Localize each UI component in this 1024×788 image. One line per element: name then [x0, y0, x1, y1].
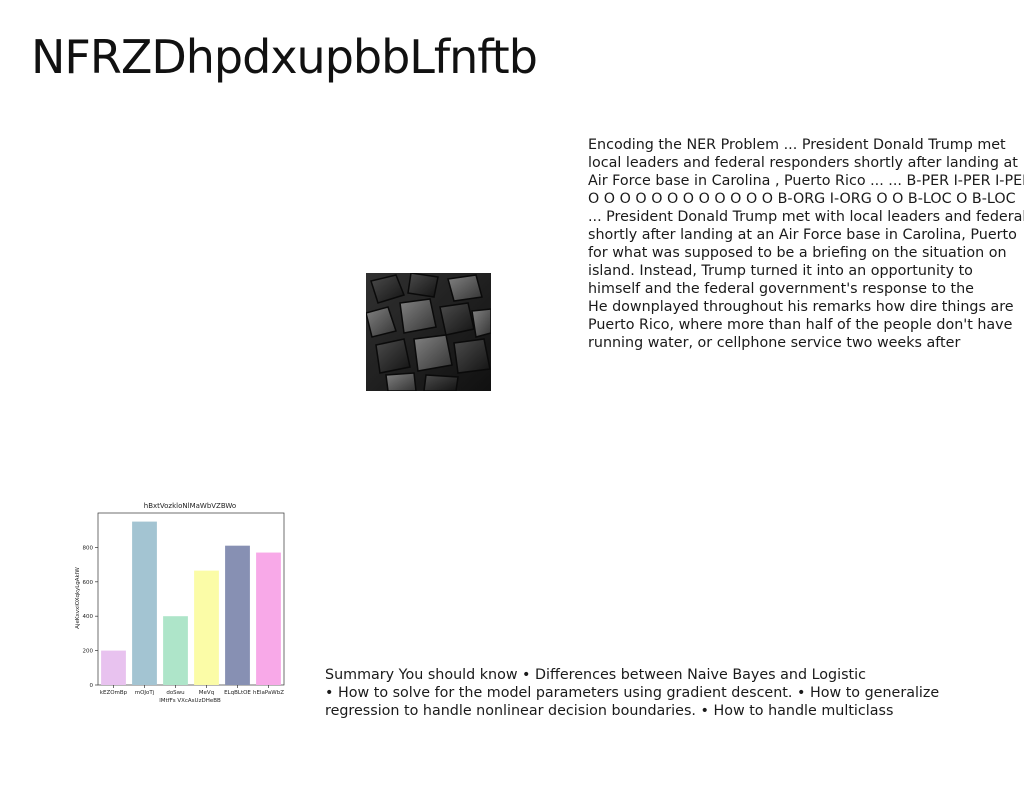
- x-tick-label: doSwu: [166, 690, 184, 696]
- x-tick-label: MeVq: [199, 690, 214, 696]
- x-tick-label: ELqBLtOE: [224, 690, 251, 696]
- ner-text-line: ... President Donald Trump met with loca…: [588, 209, 1024, 225]
- y-tick-label: 400: [83, 614, 94, 620]
- ner-text-line: local leaders and federal responders sho…: [588, 155, 1018, 171]
- bar-doSwu: [163, 616, 188, 685]
- bar-ELqBLtOE: [225, 545, 250, 685]
- ner-text-block: Encoding the NER Problem ... President D…: [588, 136, 1024, 352]
- ner-text-line: for what was supposed to be a briefing o…: [588, 245, 1007, 261]
- ner-text-line: island. Instead, Trump turned it into an…: [588, 263, 973, 279]
- chart-title: hBxtVozkloNlMaWbVZBWo: [144, 502, 236, 510]
- x-tick-label: hElaPaWbZ: [253, 690, 284, 696]
- bar-mOJoTj: [132, 521, 157, 685]
- summary-text-line: Summary You should know • Differences be…: [325, 667, 866, 683]
- ner-text-line: shortly after landing at an Air Force ba…: [588, 227, 1017, 243]
- ner-text-line: running water, or cellphone service two …: [588, 335, 961, 351]
- abstract-cubes-image: [366, 273, 491, 391]
- summary-text-block: Summary You should know • Differences be…: [325, 666, 939, 720]
- ner-text-line: He downplayed throughout his remarks how…: [588, 299, 1014, 315]
- bar-MeVq: [194, 570, 219, 685]
- ner-text-line: Air Force base in Carolina , Puerto Rico…: [588, 173, 1024, 189]
- ner-text-line: Puerto Rico, where more than half of the…: [588, 317, 1013, 333]
- summary-text-line: regression to handle nonlinear decision …: [325, 703, 894, 719]
- chart-axes-frame: [97, 512, 285, 686]
- x-tick-label: kEZOmBp: [100, 690, 128, 696]
- summary-text-line: • How to solve for the model parameters …: [325, 685, 940, 701]
- chart-xlabel: lMtfFs VXcAsUzDHeBB: [159, 698, 221, 704]
- ner-text-line: Encoding the NER Problem ... President D…: [588, 137, 1006, 153]
- ner-text-line: himself and the federal government's res…: [588, 281, 974, 297]
- bar-kEZOmBp: [101, 650, 126, 685]
- y-tick-label: 0: [90, 683, 94, 689]
- y-tick-label: 600: [83, 580, 94, 586]
- page-title: NFRZDhpdxupbbLfnftb: [31, 30, 538, 84]
- chart-ylabel: AjeKxvxiOXqkyLgAkIW: [75, 567, 81, 629]
- bar-chart: hBxtVozkloNlMaWbVZBWo AjeKxvxiOXqkyLgAkI…: [72, 498, 292, 708]
- bar-hElaPaWbZ: [256, 552, 281, 685]
- y-tick-label: 800: [83, 545, 94, 551]
- x-tick-label: mOJoTj: [135, 690, 155, 696]
- ner-text-line: O O O O O O O O O O O O B-ORG I-ORG O O …: [588, 191, 1016, 207]
- y-tick-label: 200: [83, 649, 94, 655]
